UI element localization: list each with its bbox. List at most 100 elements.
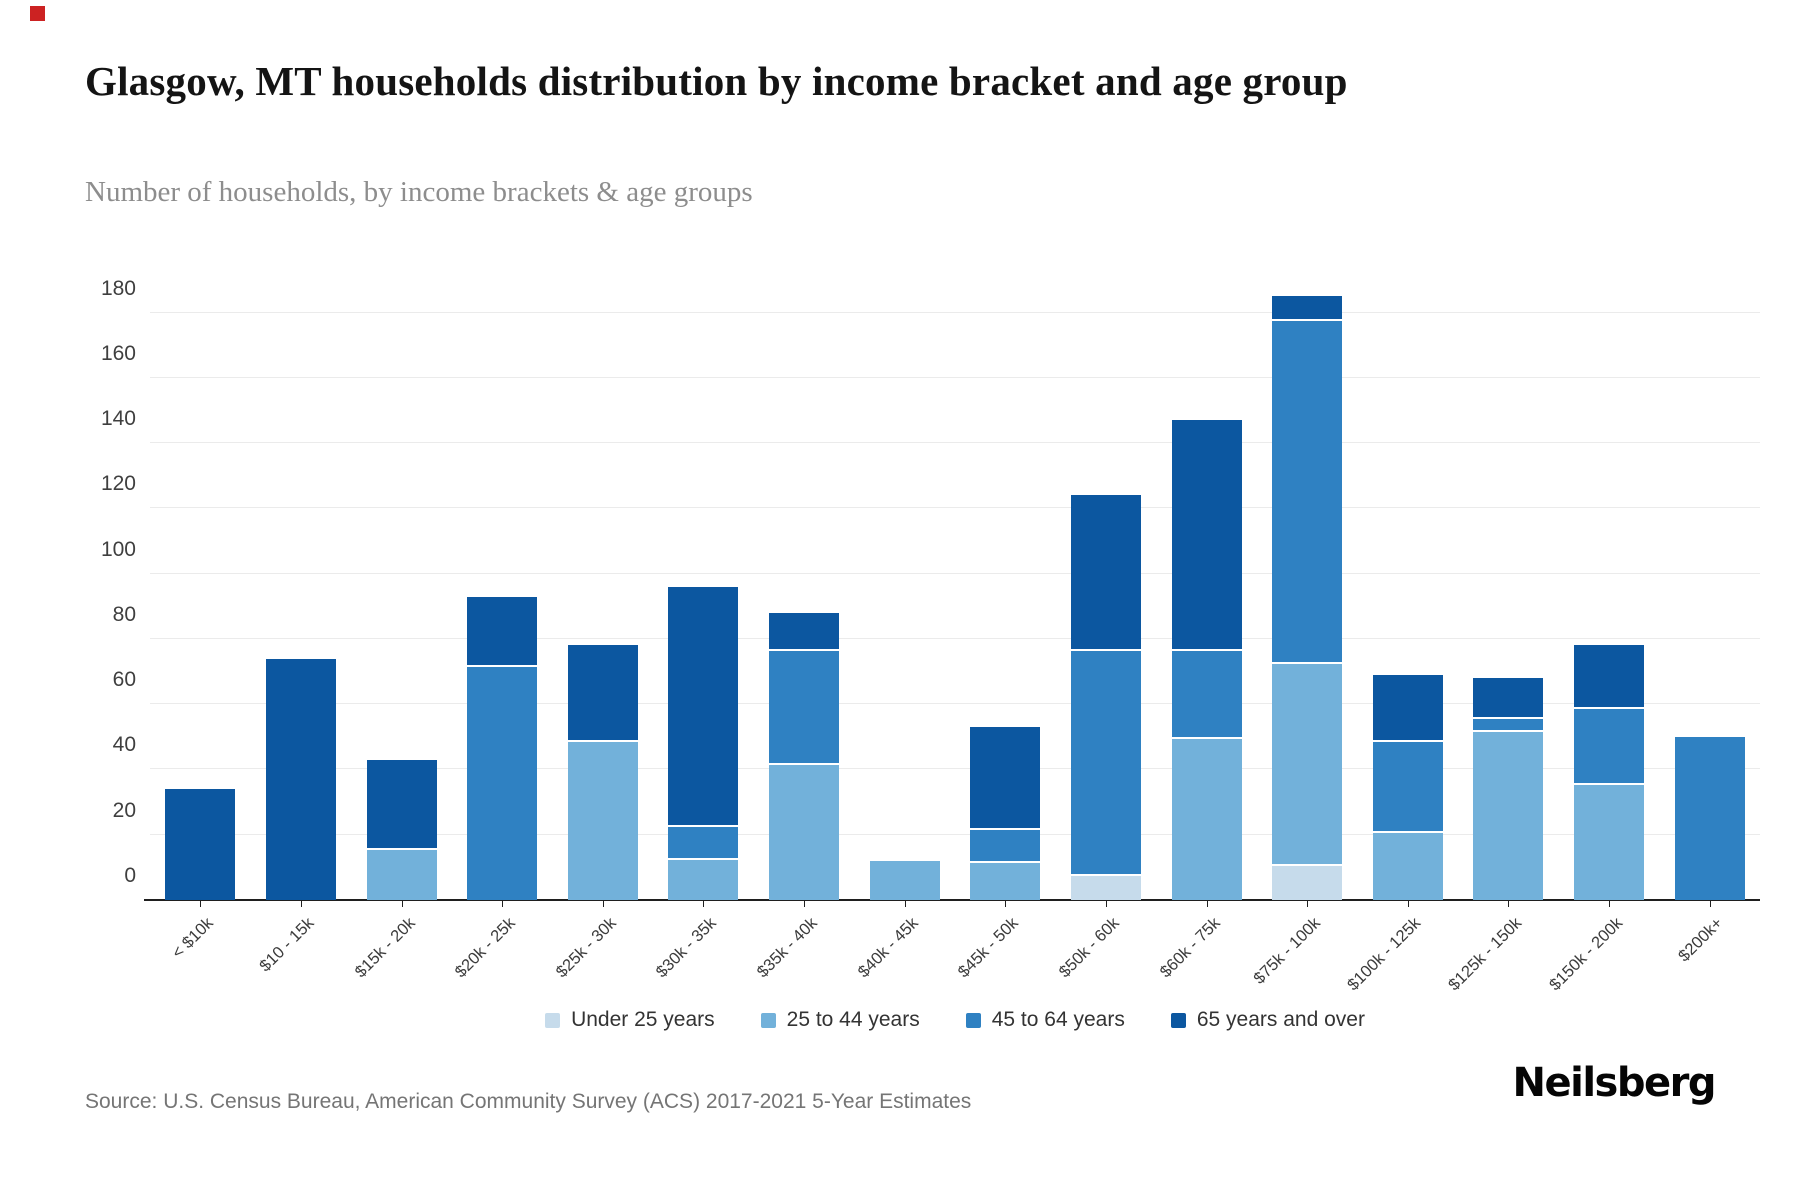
bar-segment[interactable] <box>769 648 840 763</box>
bar-segment[interactable] <box>467 665 538 900</box>
bar-segment[interactable] <box>1473 678 1544 718</box>
bar-segment[interactable] <box>668 586 739 825</box>
bar-segment[interactable] <box>1574 782 1645 900</box>
bar-segment[interactable] <box>265 658 336 900</box>
x-axis-tick-label: $50k - 60k <box>1055 914 1123 982</box>
legend-item-label: Under 25 years <box>571 1008 715 1031</box>
stacked-bar <box>869 860 940 900</box>
bar-segment[interactable] <box>769 762 840 900</box>
stacked-bar <box>366 759 437 900</box>
gridline-y-80 <box>150 637 1760 639</box>
bar-segment[interactable] <box>1574 645 1645 708</box>
x-axis-tick-label: $30k - 35k <box>652 914 721 982</box>
y-axis-tick-label: 100 <box>100 537 136 561</box>
stacked-bar <box>165 789 236 900</box>
bar-segment[interactable] <box>1272 319 1343 662</box>
bar-segment[interactable] <box>1372 831 1443 900</box>
y-axis-tick-label: 20 <box>112 798 136 822</box>
stacked-bar <box>1574 645 1645 900</box>
x-axis-tick <box>1307 900 1309 907</box>
bar-group-11: $60k - 75k <box>1156 280 1257 981</box>
bar-segment[interactable] <box>1070 495 1141 649</box>
bar-segment[interactable] <box>970 860 1041 900</box>
x-axis-tick <box>1407 900 1409 907</box>
x-axis-tick <box>1105 900 1107 907</box>
bar-segment[interactable] <box>1372 674 1443 741</box>
bar-segment[interactable] <box>1372 740 1443 832</box>
legend-swatch-icon <box>760 1012 776 1028</box>
x-axis-tick-label: $25k - 30k <box>552 914 620 982</box>
y-axis-tick-label: 180 <box>100 276 136 300</box>
x-axis-tick <box>401 900 403 907</box>
bar-segment[interactable] <box>467 596 538 666</box>
bar-segment[interactable] <box>1674 736 1745 900</box>
bar-group-16: $200k+ <box>1660 280 1760 965</box>
bar-group-13: $100k - 125k <box>1344 280 1458 994</box>
bar-segment[interactable] <box>567 740 638 900</box>
stacked-bar <box>1171 420 1242 900</box>
gridline-y-40 <box>150 768 1760 770</box>
bar-segment[interactable] <box>165 789 236 900</box>
bar-segment[interactable] <box>1473 717 1544 731</box>
bar-segment[interactable] <box>1272 296 1343 320</box>
bar-group-1: < $10k <box>150 280 250 962</box>
bar-segment[interactable] <box>970 727 1041 829</box>
neilsberg-logo: Neilsberg <box>1512 1060 1717 1106</box>
bar-segment[interactable] <box>567 645 638 741</box>
gridline-y-20 <box>150 833 1760 835</box>
x-axis-tick-label: $60k - 75k <box>1156 914 1224 982</box>
bar-group-8: $40k - 45k <box>854 280 955 981</box>
bar-group-4: $20k - 25k <box>452 280 552 981</box>
bar-segment[interactable] <box>869 860 940 900</box>
chart-title: Glasgow, MT households distribution by i… <box>85 58 1348 104</box>
x-axis-tick-label: $125k - 150k <box>1444 914 1526 995</box>
stacked-bar <box>1473 678 1544 900</box>
bar-segment[interactable] <box>1574 707 1645 783</box>
x-axis-line <box>144 899 1760 901</box>
stacked-bar <box>467 596 538 900</box>
stacked-bar <box>1272 296 1343 900</box>
bar-segment[interactable] <box>1171 736 1242 900</box>
legend-swatch-icon <box>965 1012 981 1028</box>
y-axis-tick-label: 0 <box>124 864 136 887</box>
gridline-y-120 <box>150 507 1760 509</box>
brand-accent-square <box>30 6 45 21</box>
bar-segment[interactable] <box>1171 420 1242 649</box>
bar-group-2: $10 - 15k <box>251 280 351 975</box>
legend-item[interactable]: 45 to 64 years <box>965 1008 1125 1032</box>
x-axis-tick <box>300 900 302 907</box>
x-axis-tick-label: $100k - 125k <box>1344 914 1425 995</box>
x-axis-tick <box>904 900 906 907</box>
x-axis-tick-label: $20k - 25k <box>451 914 519 982</box>
legend-item[interactable]: Under 25 years <box>545 1008 715 1032</box>
x-axis-tick <box>703 900 705 907</box>
stacked-bar <box>1372 674 1443 900</box>
legend-item-label: 25 to 44 years <box>786 1008 920 1031</box>
bar-segment[interactable] <box>366 759 437 848</box>
x-axis-tick <box>804 900 806 907</box>
x-axis-tick-label: $75k - 100k <box>1250 914 1324 988</box>
stacked-bar <box>668 586 739 900</box>
bar-segment[interactable] <box>668 857 739 900</box>
bar-segment[interactable] <box>1473 730 1544 900</box>
legend-item[interactable]: 25 to 44 years <box>760 1008 920 1032</box>
bar-group-7: $35k - 40k <box>754 280 854 981</box>
y-axis-tick-label: 60 <box>112 668 136 692</box>
bar-segment[interactable] <box>970 828 1041 861</box>
x-axis-tick <box>200 900 202 907</box>
y-axis-tick-label: 140 <box>100 407 136 431</box>
bar-segment[interactable] <box>1272 661 1343 865</box>
bar-segment[interactable] <box>668 824 739 858</box>
legend-item[interactable]: 65 years and over <box>1170 1008 1365 1032</box>
bar-segment[interactable] <box>366 847 437 900</box>
bar-group-5: $25k - 30k <box>552 280 653 981</box>
bar-segment[interactable] <box>769 612 840 649</box>
bar-segment[interactable] <box>1272 864 1343 900</box>
stacked-bar <box>769 612 840 900</box>
bar-segment[interactable] <box>1070 648 1141 874</box>
bar-segment[interactable] <box>1171 648 1242 737</box>
y-axis-tick-label: 40 <box>112 733 136 757</box>
bar-group-10: $50k - 60k <box>1055 280 1156 981</box>
legend-item-label: 45 to 64 years <box>991 1008 1125 1031</box>
bar-segment[interactable] <box>1070 873 1141 900</box>
